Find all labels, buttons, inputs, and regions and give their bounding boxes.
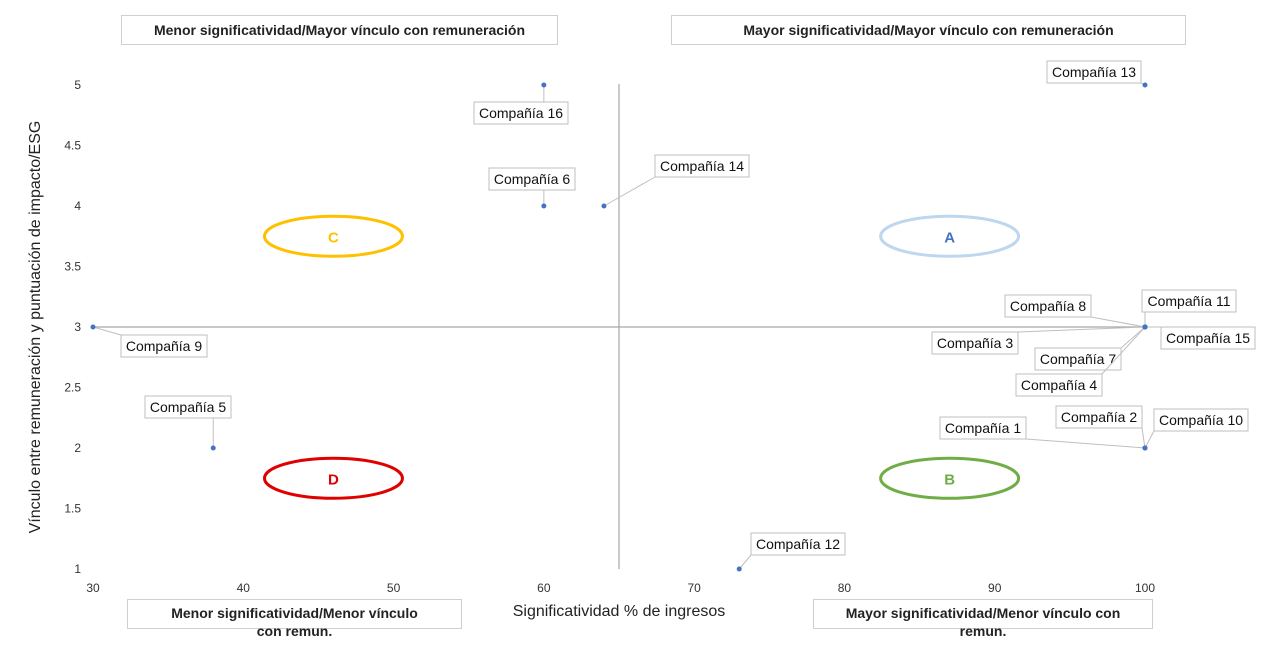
x-axis-title: Significatividad % de ingresos [513, 603, 726, 620]
data-point [1142, 82, 1148, 88]
leader-line [1101, 326, 1146, 375]
y-tick-label: 3 [74, 320, 81, 334]
data-point [1142, 324, 1148, 330]
point-label-box [1004, 294, 1092, 318]
leader-line [1090, 316, 1146, 328]
zone-ellipse-c [262, 214, 404, 258]
data-point [541, 203, 547, 209]
data-point [736, 566, 742, 572]
point-label: Compañía 6 [494, 171, 570, 187]
data-point [210, 445, 216, 451]
leader-line [1144, 430, 1155, 449]
point-label-box [473, 101, 569, 125]
data-point [541, 82, 547, 88]
point-label-box [1034, 347, 1122, 371]
point-label: Compañía 5 [150, 399, 226, 415]
leader-line [1141, 427, 1146, 449]
y-tick-label: 5 [74, 78, 81, 92]
y-tick-label: 2.5 [64, 381, 81, 395]
x-tick-label: 50 [387, 581, 401, 595]
point-label: Compañía 4 [1021, 377, 1097, 393]
point-label-box [1055, 405, 1143, 429]
point-label-box [1160, 326, 1256, 350]
point-label: Compañía 8 [1010, 298, 1086, 314]
point-label: Compañía 7 [1040, 351, 1116, 367]
data-point [601, 203, 607, 209]
point-label-box [144, 395, 232, 419]
quadrant-title-top-right: Mayor significatividad/Mayor vínculo con… [671, 15, 1186, 45]
leader-line [92, 326, 122, 336]
zone-ellipse-b [879, 456, 1021, 500]
point-label: Compañía 10 [1159, 412, 1243, 428]
point-label: Compañía 3 [937, 335, 1013, 351]
point-label-box [931, 331, 1019, 355]
data-point [90, 324, 96, 330]
point-label-box [1153, 408, 1249, 432]
leader-line [1017, 326, 1146, 333]
point-label-box [1141, 289, 1237, 313]
quadrant-title-bottom-left: Menor significatividad/Menor vínculo con… [127, 599, 462, 639]
x-tick-label: 80 [838, 581, 852, 595]
x-tick-label: 90 [988, 581, 1002, 595]
point-label-box [120, 334, 208, 358]
point-label-box [750, 532, 846, 556]
leader-line [603, 176, 656, 207]
point-label: Compañía 9 [126, 338, 202, 354]
point-label: Compañía 2 [1061, 409, 1137, 425]
point-label: Compañía 1 [945, 420, 1021, 436]
data-point [1142, 445, 1148, 451]
y-tick-label: 4 [74, 199, 81, 213]
y-axis-title: Vínculo entre remuneración y puntuación … [27, 121, 44, 534]
point-label: Compañía 12 [756, 536, 840, 552]
point-label-box [488, 167, 576, 191]
x-tick-label: 60 [537, 581, 551, 595]
leader-line [1120, 326, 1146, 349]
point-label-box [939, 416, 1027, 440]
x-tick-label: 40 [237, 581, 251, 595]
y-tick-label: 1 [74, 562, 81, 576]
leader-line [738, 554, 752, 570]
zone-ellipse-a [879, 214, 1021, 258]
zone-label-a: A [944, 229, 955, 246]
zone-label-d: D [328, 471, 339, 488]
point-label-box [1046, 60, 1142, 84]
quadrant-title-bottom-right: Mayor significatividad/Menor vínculo con… [813, 599, 1153, 639]
point-label: Compañía 16 [479, 105, 563, 121]
point-label: Compañía 11 [1147, 293, 1230, 309]
point-label-box [654, 154, 750, 178]
y-tick-label: 1.5 [64, 502, 81, 516]
x-tick-label: 70 [687, 581, 701, 595]
point-label: Compañía 14 [660, 158, 744, 174]
x-tick-label: 30 [86, 581, 100, 595]
leader-line [1025, 438, 1146, 449]
y-tick-label: 2 [74, 441, 81, 455]
y-tick-label: 3.5 [64, 260, 81, 274]
y-tick-label: 4.5 [64, 139, 81, 153]
point-label-box [1015, 373, 1103, 397]
zone-label-c: C [328, 229, 339, 246]
zone-label-b: B [944, 471, 955, 488]
quadrant-title-top-left: Menor significatividad/Mayor vínculo con… [121, 15, 558, 45]
point-label: Compañía 15 [1166, 330, 1250, 346]
x-tick-label: 100 [1135, 581, 1155, 595]
point-label: Compañía 13 [1052, 64, 1136, 80]
zone-ellipse-d [262, 456, 404, 500]
